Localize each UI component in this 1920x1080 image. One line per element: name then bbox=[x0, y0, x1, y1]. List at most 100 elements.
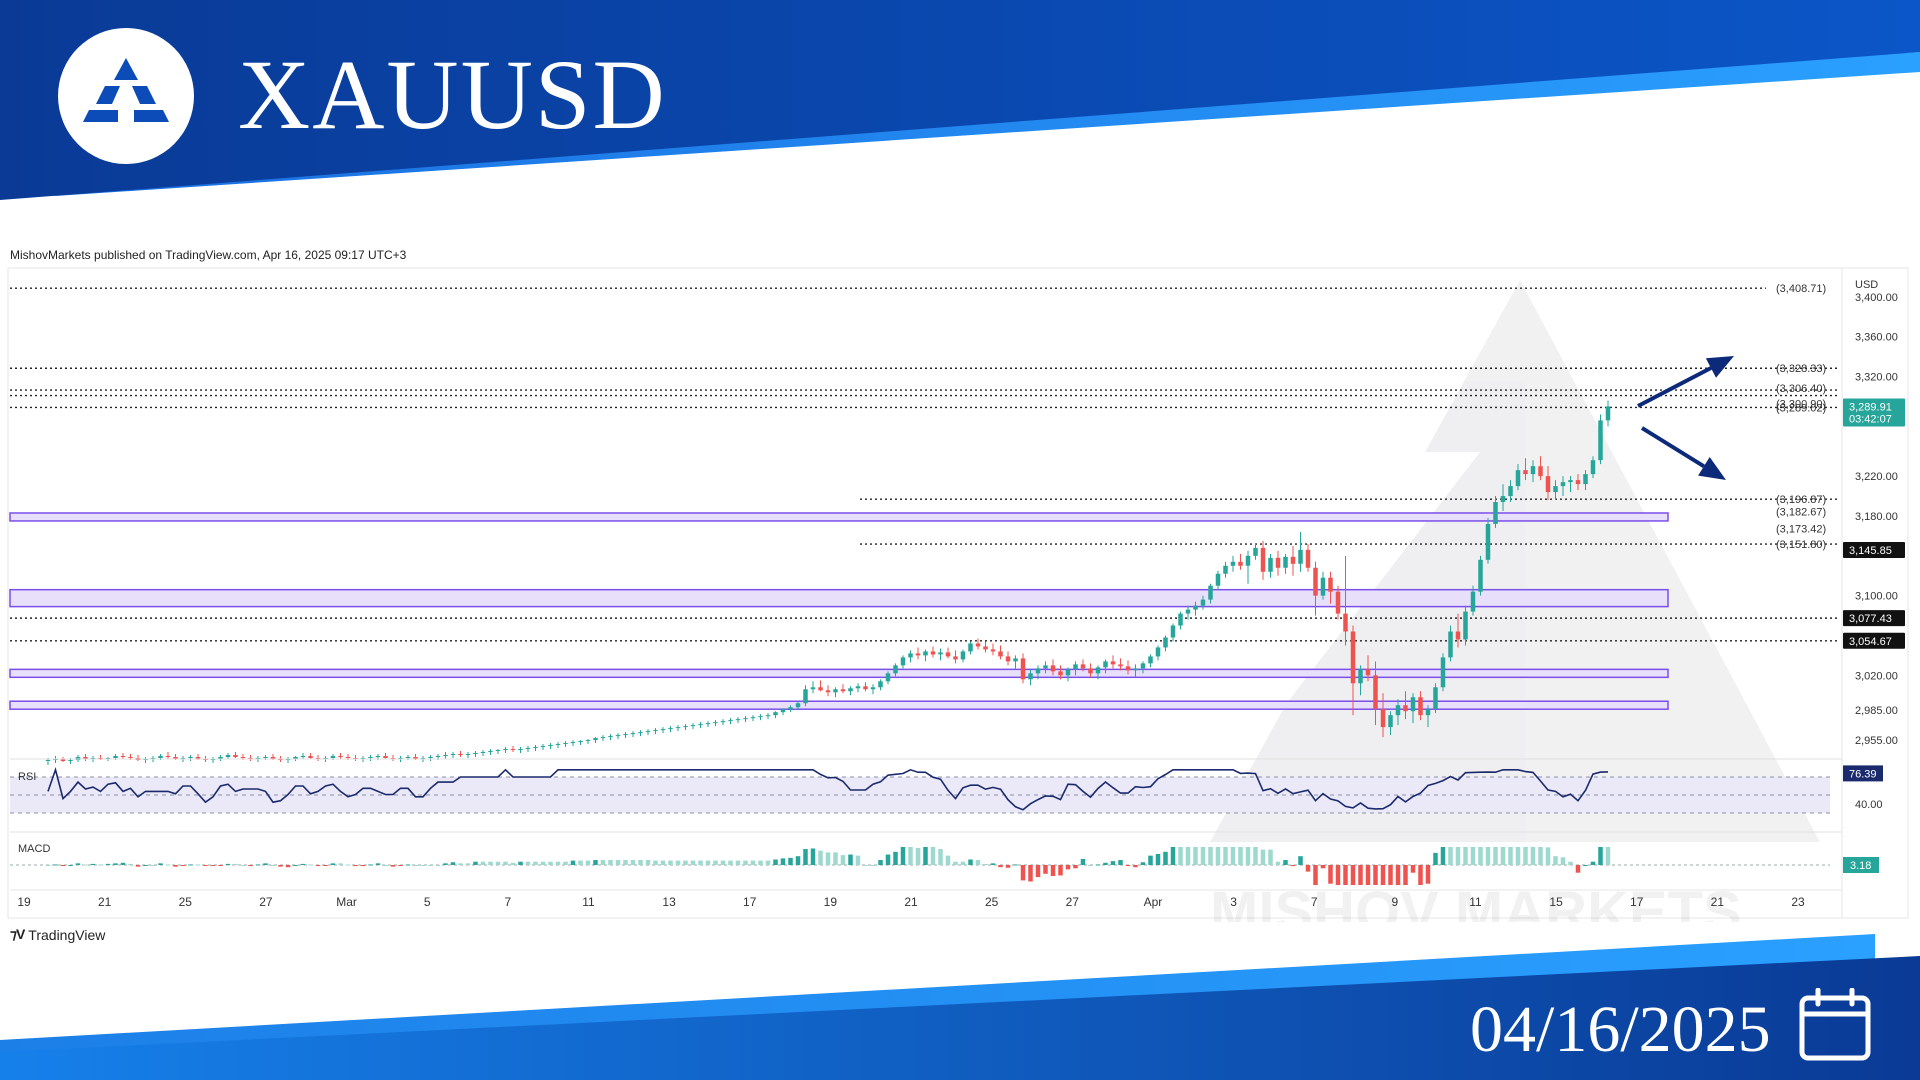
price-chart[interactable]: MISHOV MARKETS (3,408.71) (3,328.33) (3,306… bbox=[0, 262, 1920, 922]
macd-bar bbox=[473, 861, 478, 865]
macd-bar bbox=[1065, 865, 1071, 870]
candle bbox=[1043, 661, 1048, 674]
candle bbox=[443, 752, 448, 759]
macd-bar bbox=[1178, 847, 1183, 865]
candle-body bbox=[848, 688, 853, 692]
macd-bar bbox=[1103, 862, 1108, 865]
candle-body bbox=[953, 656, 958, 660]
candle bbox=[1388, 711, 1393, 736]
macd-bar bbox=[360, 865, 366, 867]
macd-bar bbox=[330, 863, 336, 865]
macd-bar bbox=[1253, 847, 1258, 865]
rsi-tick: 40.00 bbox=[1855, 799, 1883, 811]
price-badge-label: 3,289.91 bbox=[1849, 402, 1892, 414]
macd-bar bbox=[893, 851, 898, 865]
candle bbox=[165, 752, 171, 759]
macd-bar bbox=[930, 847, 936, 865]
candle-body bbox=[1538, 466, 1543, 477]
macd-bar bbox=[68, 865, 73, 866]
macd-bar bbox=[1110, 861, 1116, 865]
candle-body bbox=[983, 646, 988, 650]
symbol-title: XAUUSD bbox=[238, 39, 667, 150]
candle-body bbox=[1140, 663, 1146, 669]
candle-body bbox=[1110, 661, 1116, 665]
arrow-shaft bbox=[1637, 366, 1712, 408]
rsi-label: RSI bbox=[18, 771, 36, 783]
candle bbox=[1298, 531, 1303, 572]
macd-bar bbox=[953, 861, 958, 865]
candle bbox=[1553, 480, 1558, 501]
candle bbox=[1478, 555, 1483, 596]
macd-bar bbox=[420, 865, 426, 866]
x-tick-label: 7 bbox=[504, 895, 511, 909]
candle bbox=[233, 752, 238, 758]
macd-bar bbox=[1245, 847, 1251, 865]
macd-bar bbox=[1455, 847, 1461, 865]
candle bbox=[870, 684, 876, 695]
candle-body bbox=[1223, 565, 1228, 574]
macd-bar bbox=[180, 865, 186, 866]
tradingview-label: TradingView bbox=[28, 926, 106, 943]
macd-bar bbox=[1193, 847, 1198, 865]
price-badge bbox=[1843, 632, 1905, 649]
x-tick-label: 23 bbox=[1791, 895, 1805, 909]
level-label: (3,151.80) bbox=[1776, 539, 1826, 551]
candle bbox=[383, 753, 388, 759]
candle-body bbox=[1313, 567, 1318, 596]
candle bbox=[1508, 480, 1513, 503]
candle-body bbox=[1050, 665, 1056, 672]
macd-bar bbox=[615, 860, 621, 865]
candle-body bbox=[525, 748, 531, 750]
candle-body bbox=[1485, 523, 1491, 560]
bearish-arrow-icon bbox=[1640, 426, 1726, 480]
macd-bar bbox=[1583, 865, 1588, 866]
candle-body bbox=[773, 712, 778, 716]
candle bbox=[848, 686, 853, 696]
candle-body bbox=[1065, 669, 1071, 676]
macd-bar bbox=[645, 860, 651, 865]
macd-bar bbox=[833, 852, 838, 865]
candle bbox=[713, 720, 718, 727]
candle bbox=[675, 725, 681, 732]
candle bbox=[1088, 663, 1093, 678]
candle-body bbox=[870, 687, 876, 690]
macd-bar bbox=[308, 864, 313, 866]
macd-bar bbox=[1410, 865, 1416, 873]
candle-body bbox=[173, 757, 178, 759]
candle bbox=[1403, 691, 1408, 720]
macd-bar bbox=[1125, 865, 1131, 866]
macd-bar bbox=[1043, 865, 1048, 874]
macd-bar bbox=[1470, 847, 1476, 865]
macd-bar bbox=[225, 863, 231, 865]
candle-body bbox=[330, 756, 336, 758]
macd-bar bbox=[465, 863, 471, 865]
macd-bar bbox=[1073, 865, 1078, 869]
macd-bar bbox=[173, 865, 178, 867]
candle-body bbox=[375, 756, 381, 758]
macd-bar bbox=[1560, 857, 1566, 865]
candle bbox=[225, 753, 231, 759]
macd-bar bbox=[1118, 860, 1123, 865]
macd-bar bbox=[563, 861, 568, 865]
candle bbox=[1455, 613, 1461, 648]
macd-bar bbox=[863, 865, 868, 866]
x-tick-label: 9 bbox=[1391, 895, 1398, 909]
candle bbox=[953, 650, 958, 664]
macd-bar bbox=[960, 861, 966, 865]
candle-body bbox=[930, 651, 936, 655]
candle bbox=[285, 757, 291, 763]
macd-bar bbox=[855, 855, 861, 865]
candle bbox=[1095, 665, 1101, 680]
macd-bar bbox=[758, 860, 763, 865]
macd-bar bbox=[503, 861, 508, 865]
arrow-head bbox=[1698, 456, 1726, 480]
macd-bar bbox=[810, 848, 816, 865]
candle-body bbox=[1410, 697, 1416, 712]
candle bbox=[638, 730, 643, 737]
macd-bar bbox=[1403, 865, 1408, 885]
x-tick-label: 21 bbox=[904, 895, 918, 909]
candle-body bbox=[83, 757, 88, 759]
candle-body bbox=[1335, 591, 1341, 614]
candle-body bbox=[1028, 673, 1033, 680]
candle-body bbox=[668, 728, 673, 730]
